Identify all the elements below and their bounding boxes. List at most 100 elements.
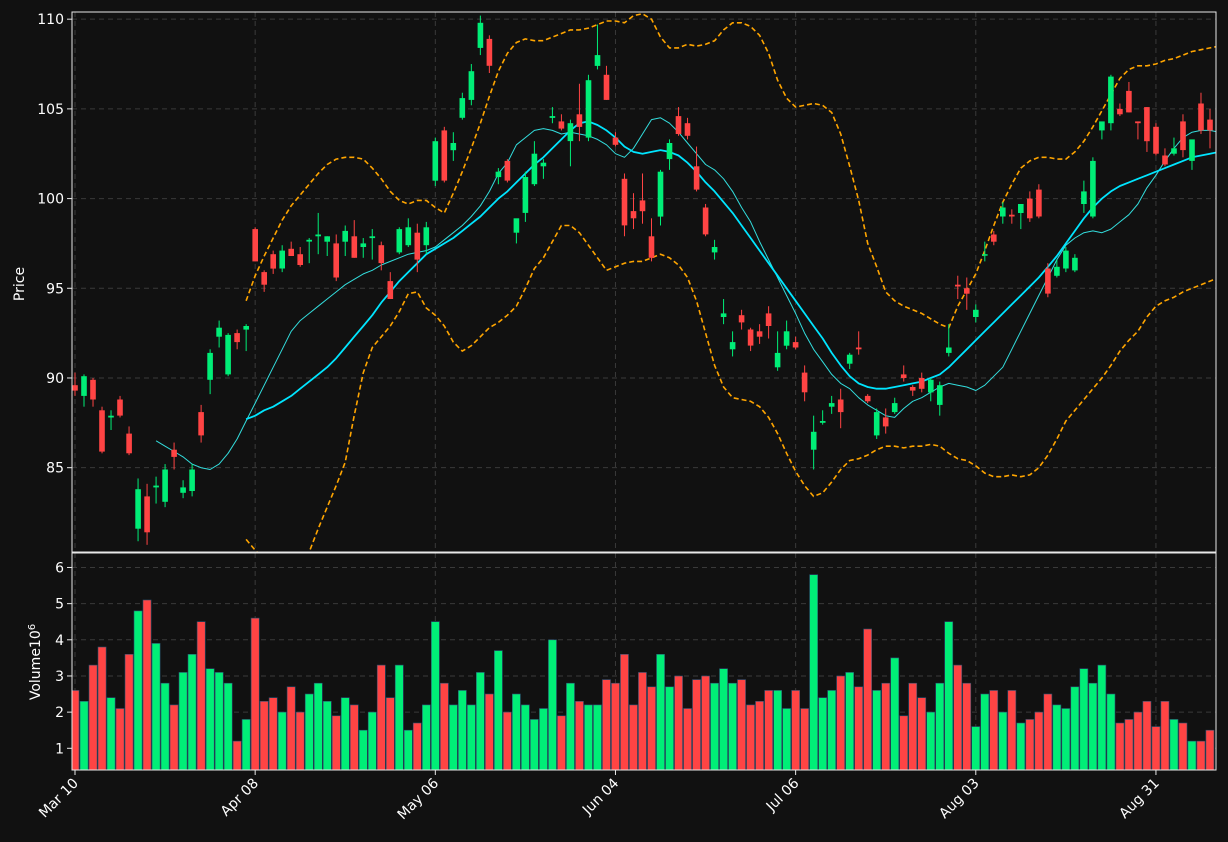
volume-bar xyxy=(593,704,602,770)
volume-bar xyxy=(124,653,134,770)
volume-bar xyxy=(529,719,539,770)
volume-bar xyxy=(1043,693,1053,770)
candle-body xyxy=(315,234,321,237)
candle xyxy=(738,309,745,330)
volume-bar xyxy=(358,729,368,770)
candle xyxy=(333,234,339,282)
candle xyxy=(1000,202,1006,224)
candle-body xyxy=(198,412,204,436)
candle xyxy=(1045,263,1051,298)
candle-body xyxy=(405,227,412,246)
candle xyxy=(414,223,421,273)
candle xyxy=(657,169,664,226)
candle-body xyxy=(738,315,745,323)
candle xyxy=(585,74,592,142)
volume-axis-label: Volume106 xyxy=(27,624,45,700)
price-tick-label: 100 xyxy=(37,192,64,208)
volume-bar xyxy=(989,690,999,770)
candle-body xyxy=(369,236,376,239)
candle xyxy=(90,377,96,407)
candle xyxy=(216,320,222,348)
volume-bar xyxy=(926,711,936,770)
volume-bar xyxy=(629,704,638,770)
volume-bar xyxy=(475,672,485,770)
volume-bar xyxy=(863,628,872,770)
volume-bar xyxy=(304,693,314,770)
candle xyxy=(108,410,114,431)
candle xyxy=(612,132,619,147)
candle xyxy=(1099,121,1105,140)
volume-bar xyxy=(539,708,548,770)
volume-bar xyxy=(1196,740,1206,770)
volume-bar xyxy=(728,682,737,770)
volume-bar xyxy=(268,697,278,770)
candle xyxy=(405,218,412,248)
candle-body xyxy=(846,354,853,364)
candle xyxy=(306,238,312,264)
candle xyxy=(1189,139,1195,170)
candle-body xyxy=(1000,207,1006,217)
moving-average-long-line xyxy=(245,120,1216,421)
candle-body xyxy=(171,449,177,457)
candle xyxy=(1180,114,1186,158)
candle xyxy=(189,464,195,497)
volume-bar xyxy=(953,664,963,770)
candle-body xyxy=(135,489,141,529)
candle xyxy=(504,159,511,183)
volume-bar xyxy=(205,668,215,770)
volume-bar xyxy=(1034,711,1044,770)
volume-bar xyxy=(223,682,233,770)
volume-bar xyxy=(872,690,881,770)
candle-body xyxy=(1207,119,1213,131)
volume-bar xyxy=(566,682,575,770)
candle-body xyxy=(1090,160,1096,217)
candle-body xyxy=(414,232,421,260)
volume-bar xyxy=(1169,719,1179,770)
candle xyxy=(171,442,177,470)
candle xyxy=(928,377,934,402)
candle-body xyxy=(1009,214,1015,217)
volume-bar xyxy=(178,672,188,770)
candle xyxy=(1135,121,1141,140)
price-plot-area xyxy=(72,13,1216,552)
volume-bar xyxy=(998,711,1008,770)
candle-body xyxy=(1081,191,1087,204)
candle-body xyxy=(459,98,466,118)
candle-body xyxy=(261,272,267,285)
candle xyxy=(855,331,862,355)
volume-bar xyxy=(1070,686,1080,770)
volume-bar xyxy=(1205,729,1215,770)
candle xyxy=(360,238,367,258)
candle-body xyxy=(477,22,484,48)
band-lower-line xyxy=(245,224,1216,552)
candle-body xyxy=(162,469,168,502)
volume-bar xyxy=(800,708,809,770)
candle-body xyxy=(747,329,754,346)
volume-tick-label: 1 xyxy=(55,741,64,757)
volume-bar xyxy=(277,711,287,770)
candle-body xyxy=(297,254,303,265)
volume-tick-label: 5 xyxy=(55,597,64,613)
volume-bar xyxy=(79,700,89,770)
volume-bar xyxy=(971,726,981,770)
candle-body xyxy=(909,387,916,391)
volume-bar xyxy=(845,672,854,770)
candle-body xyxy=(153,485,159,488)
volume-bar xyxy=(250,617,260,770)
volume-bar xyxy=(737,679,746,770)
volume-bar xyxy=(385,697,395,770)
price-panel: 85 90 95 100 105 110 xyxy=(37,11,1217,553)
volume-bar xyxy=(575,700,584,770)
candle xyxy=(1090,157,1096,219)
price-tick-label: 95 xyxy=(46,281,64,297)
volume-axis-exponent-base: 10 xyxy=(28,630,44,648)
candle xyxy=(243,324,249,352)
volume-bar xyxy=(611,682,620,770)
candle xyxy=(576,83,583,142)
candle-body xyxy=(99,410,105,452)
candle-body xyxy=(648,236,655,258)
volume-bar xyxy=(899,715,909,770)
volume-bar xyxy=(1088,682,1098,770)
candle-body xyxy=(333,243,339,278)
candle-body xyxy=(396,229,403,253)
